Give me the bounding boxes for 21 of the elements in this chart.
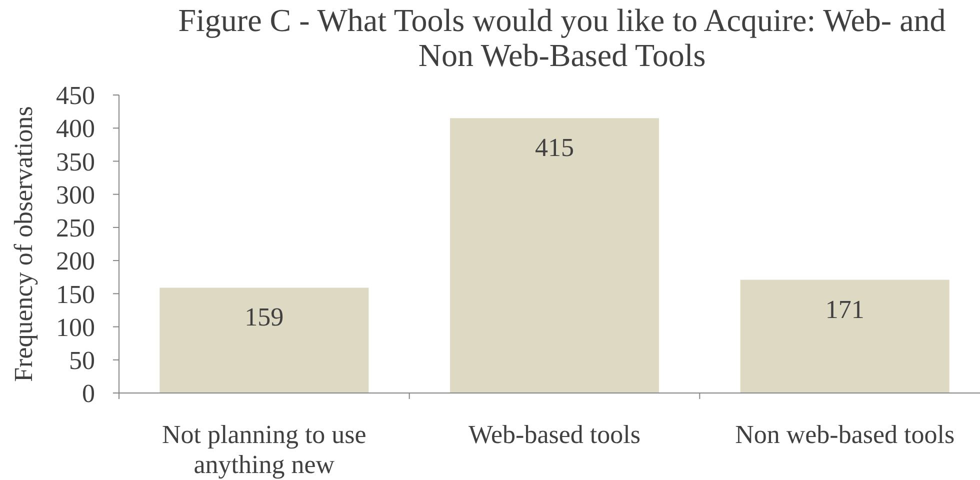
data-label: 415 (535, 133, 574, 162)
data-label: 159 (244, 302, 284, 332)
bar (450, 118, 660, 393)
x-tick-label: Web-based tools (468, 420, 640, 449)
y-tick-label: 450 (56, 81, 95, 110)
y-tick-label: 100 (56, 312, 95, 342)
data-label: 171 (825, 294, 864, 324)
y-tick-label: 50 (69, 346, 95, 375)
bar (160, 288, 369, 393)
y-tick-label: 350 (56, 147, 95, 176)
chart-title: Figure C - What Tools would you like to Acquire: Web- and Non Web-Based Tools (178, 2, 946, 73)
bar (740, 280, 950, 393)
y-tick-label: 0 (82, 379, 95, 408)
y-tick-label: 400 (56, 114, 95, 144)
y-tick-label: 250 (56, 214, 95, 243)
y-tick-label: 300 (56, 180, 95, 210)
y-tick-label: 200 (56, 246, 95, 276)
x-tick-label: Non web-based tools (735, 420, 955, 449)
x-tick-label: Not planning to use anything new (162, 420, 366, 479)
y-tick-label: 150 (56, 280, 95, 309)
y-axis-title: Frequency of observations (9, 106, 38, 382)
